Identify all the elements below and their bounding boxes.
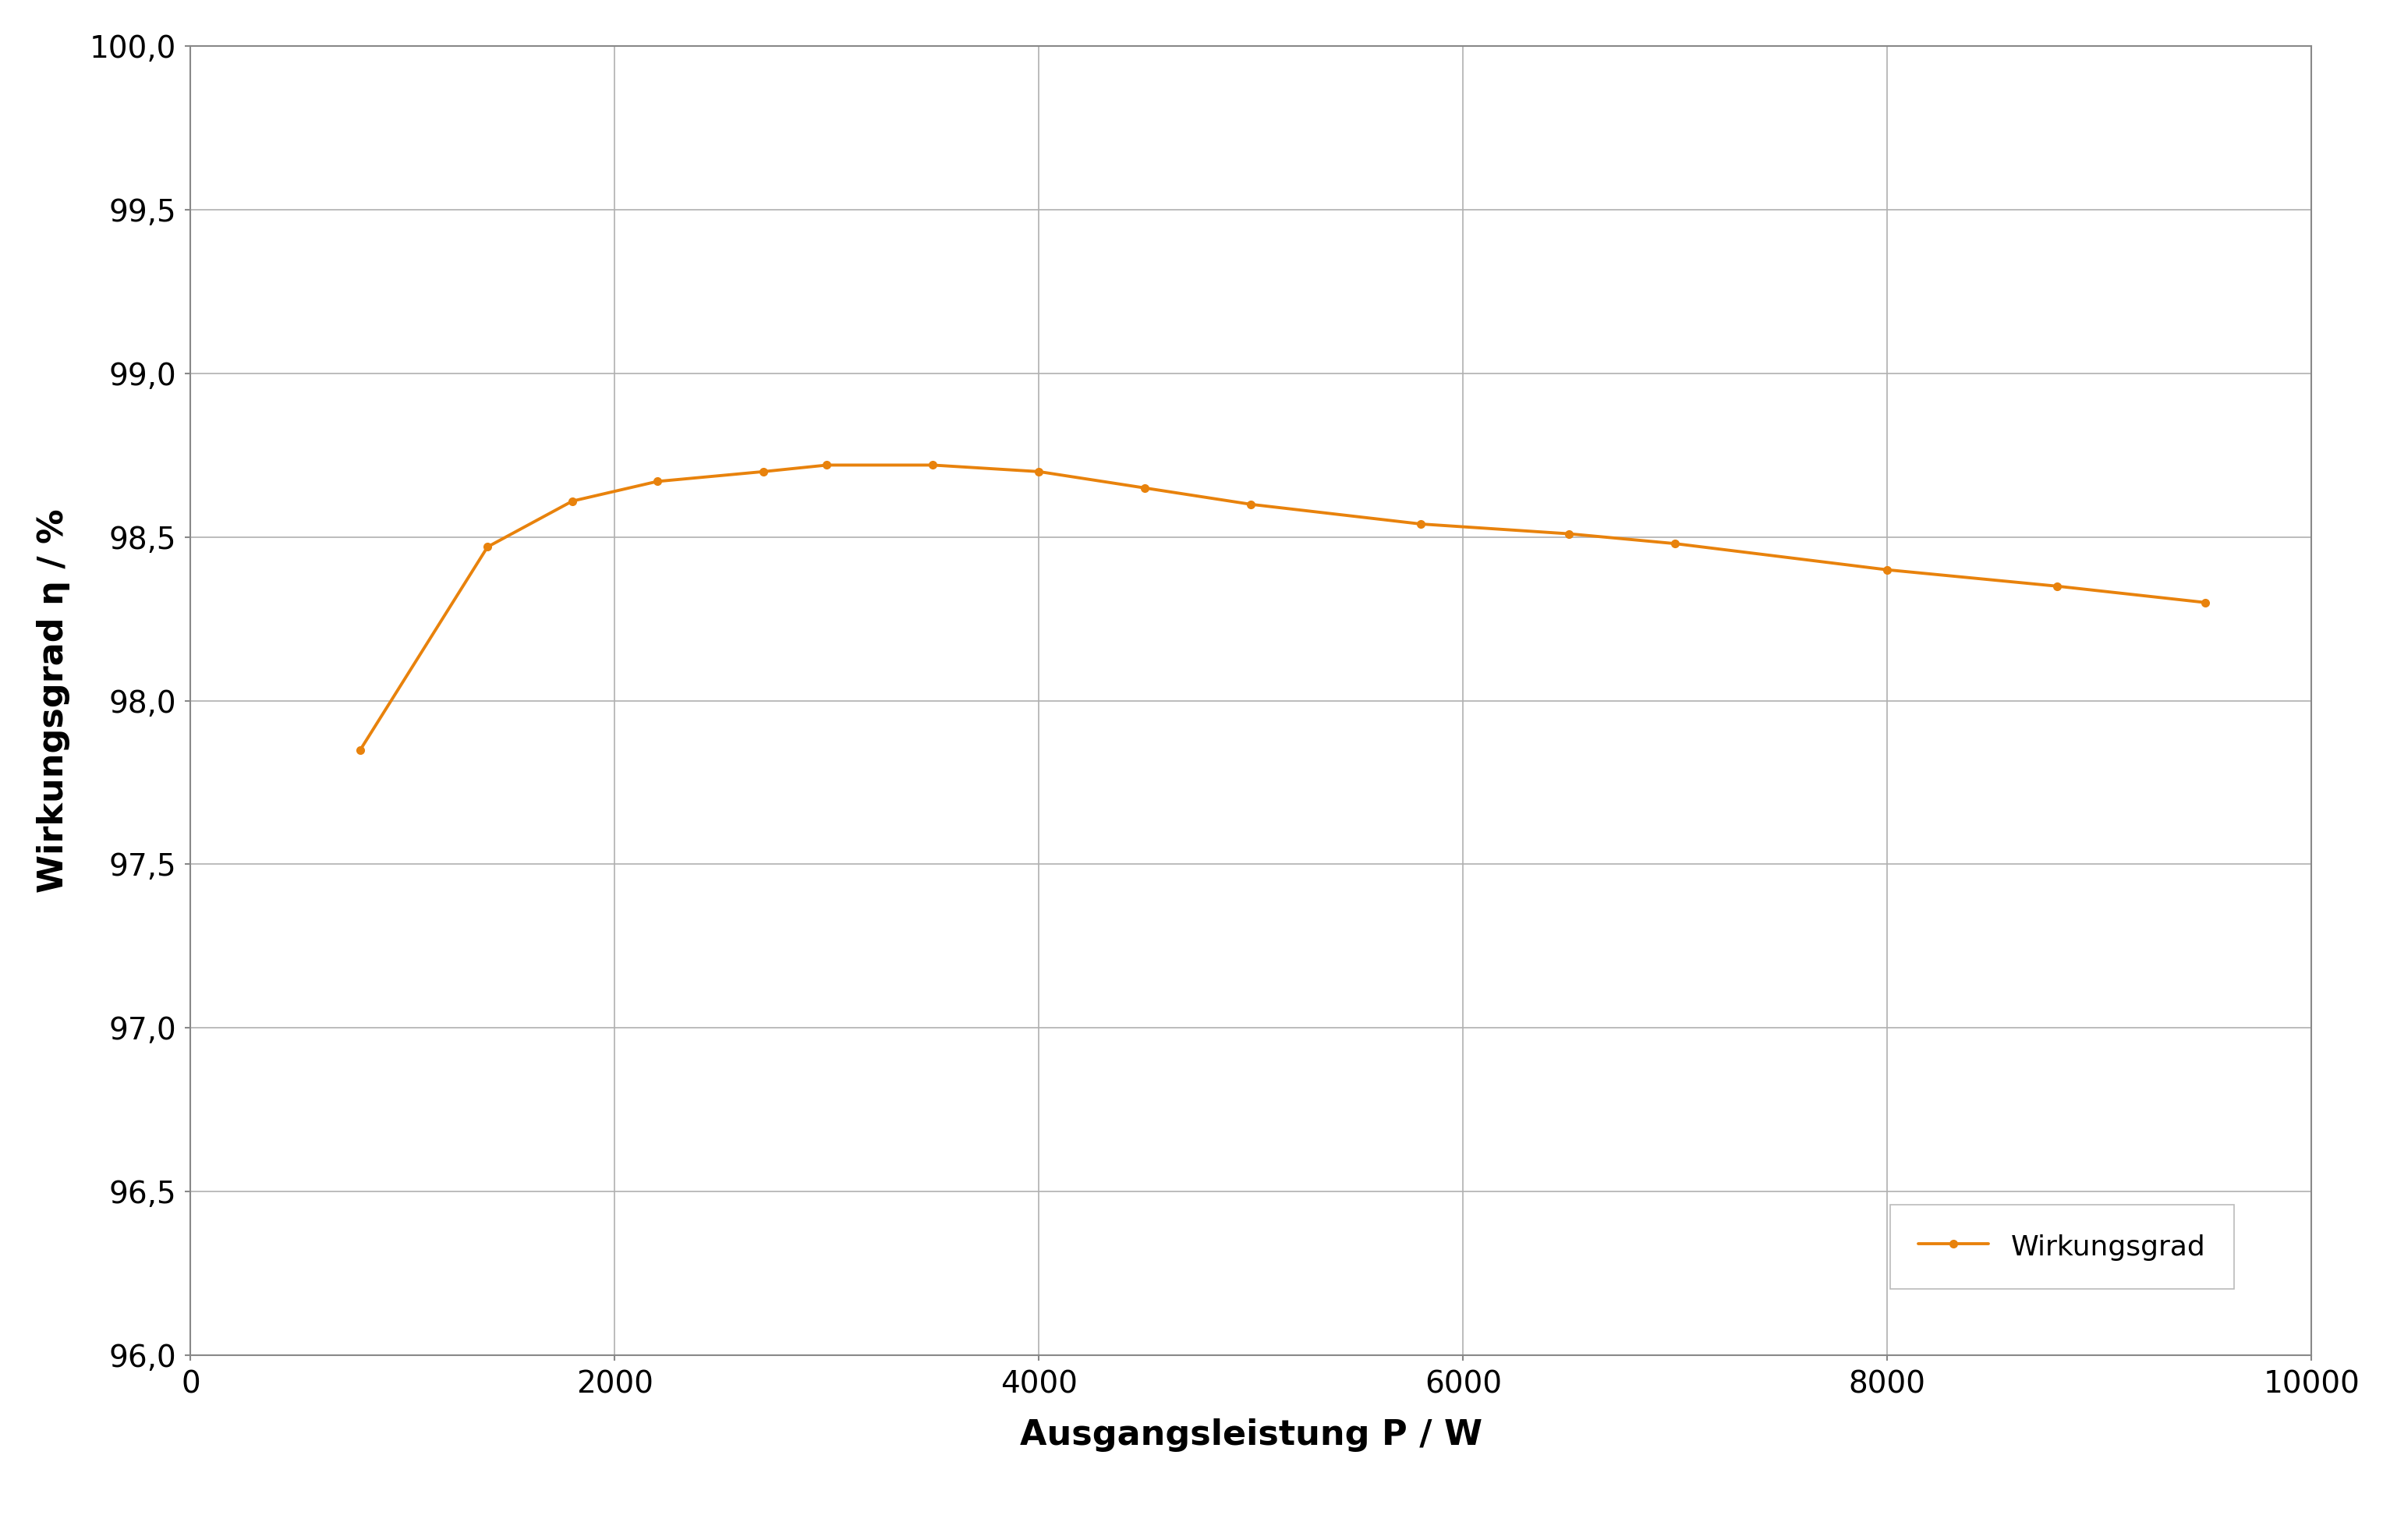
- Wirkungsgrad: [1237, 496, 1265, 514]
- X-axis label: Ausgangsleistung P / W: Ausgangsleistung P / W: [1020, 1418, 1482, 1452]
- Wirkungsgrad: [1556, 525, 1585, 544]
- Wirkungsgrad: [1873, 561, 1902, 579]
- Wirkungsgrad: [748, 462, 777, 480]
- Line: Wirkungsgrad: Wirkungsgrad: [357, 462, 2209, 753]
- Wirkungsgrad: [1025, 462, 1053, 480]
- Wirkungsgrad: [1406, 514, 1435, 533]
- Wirkungsgrad: [558, 491, 586, 510]
- Y-axis label: Wirkungsgrad η / %: Wirkungsgrad η / %: [36, 508, 69, 893]
- Legend: Wirkungsgrad: Wirkungsgrad: [1890, 1204, 2233, 1289]
- Wirkungsgrad: [2192, 593, 2221, 611]
- Wirkungsgrad: [920, 456, 948, 474]
- Wirkungsgrad: [2042, 578, 2071, 596]
- Wirkungsgrad: [346, 741, 374, 759]
- Wirkungsgrad: [1132, 479, 1161, 497]
- Wirkungsgrad: [1661, 534, 1690, 553]
- Wirkungsgrad: [474, 537, 503, 556]
- Wirkungsgrad: [643, 473, 672, 491]
- Wirkungsgrad: [813, 456, 841, 474]
